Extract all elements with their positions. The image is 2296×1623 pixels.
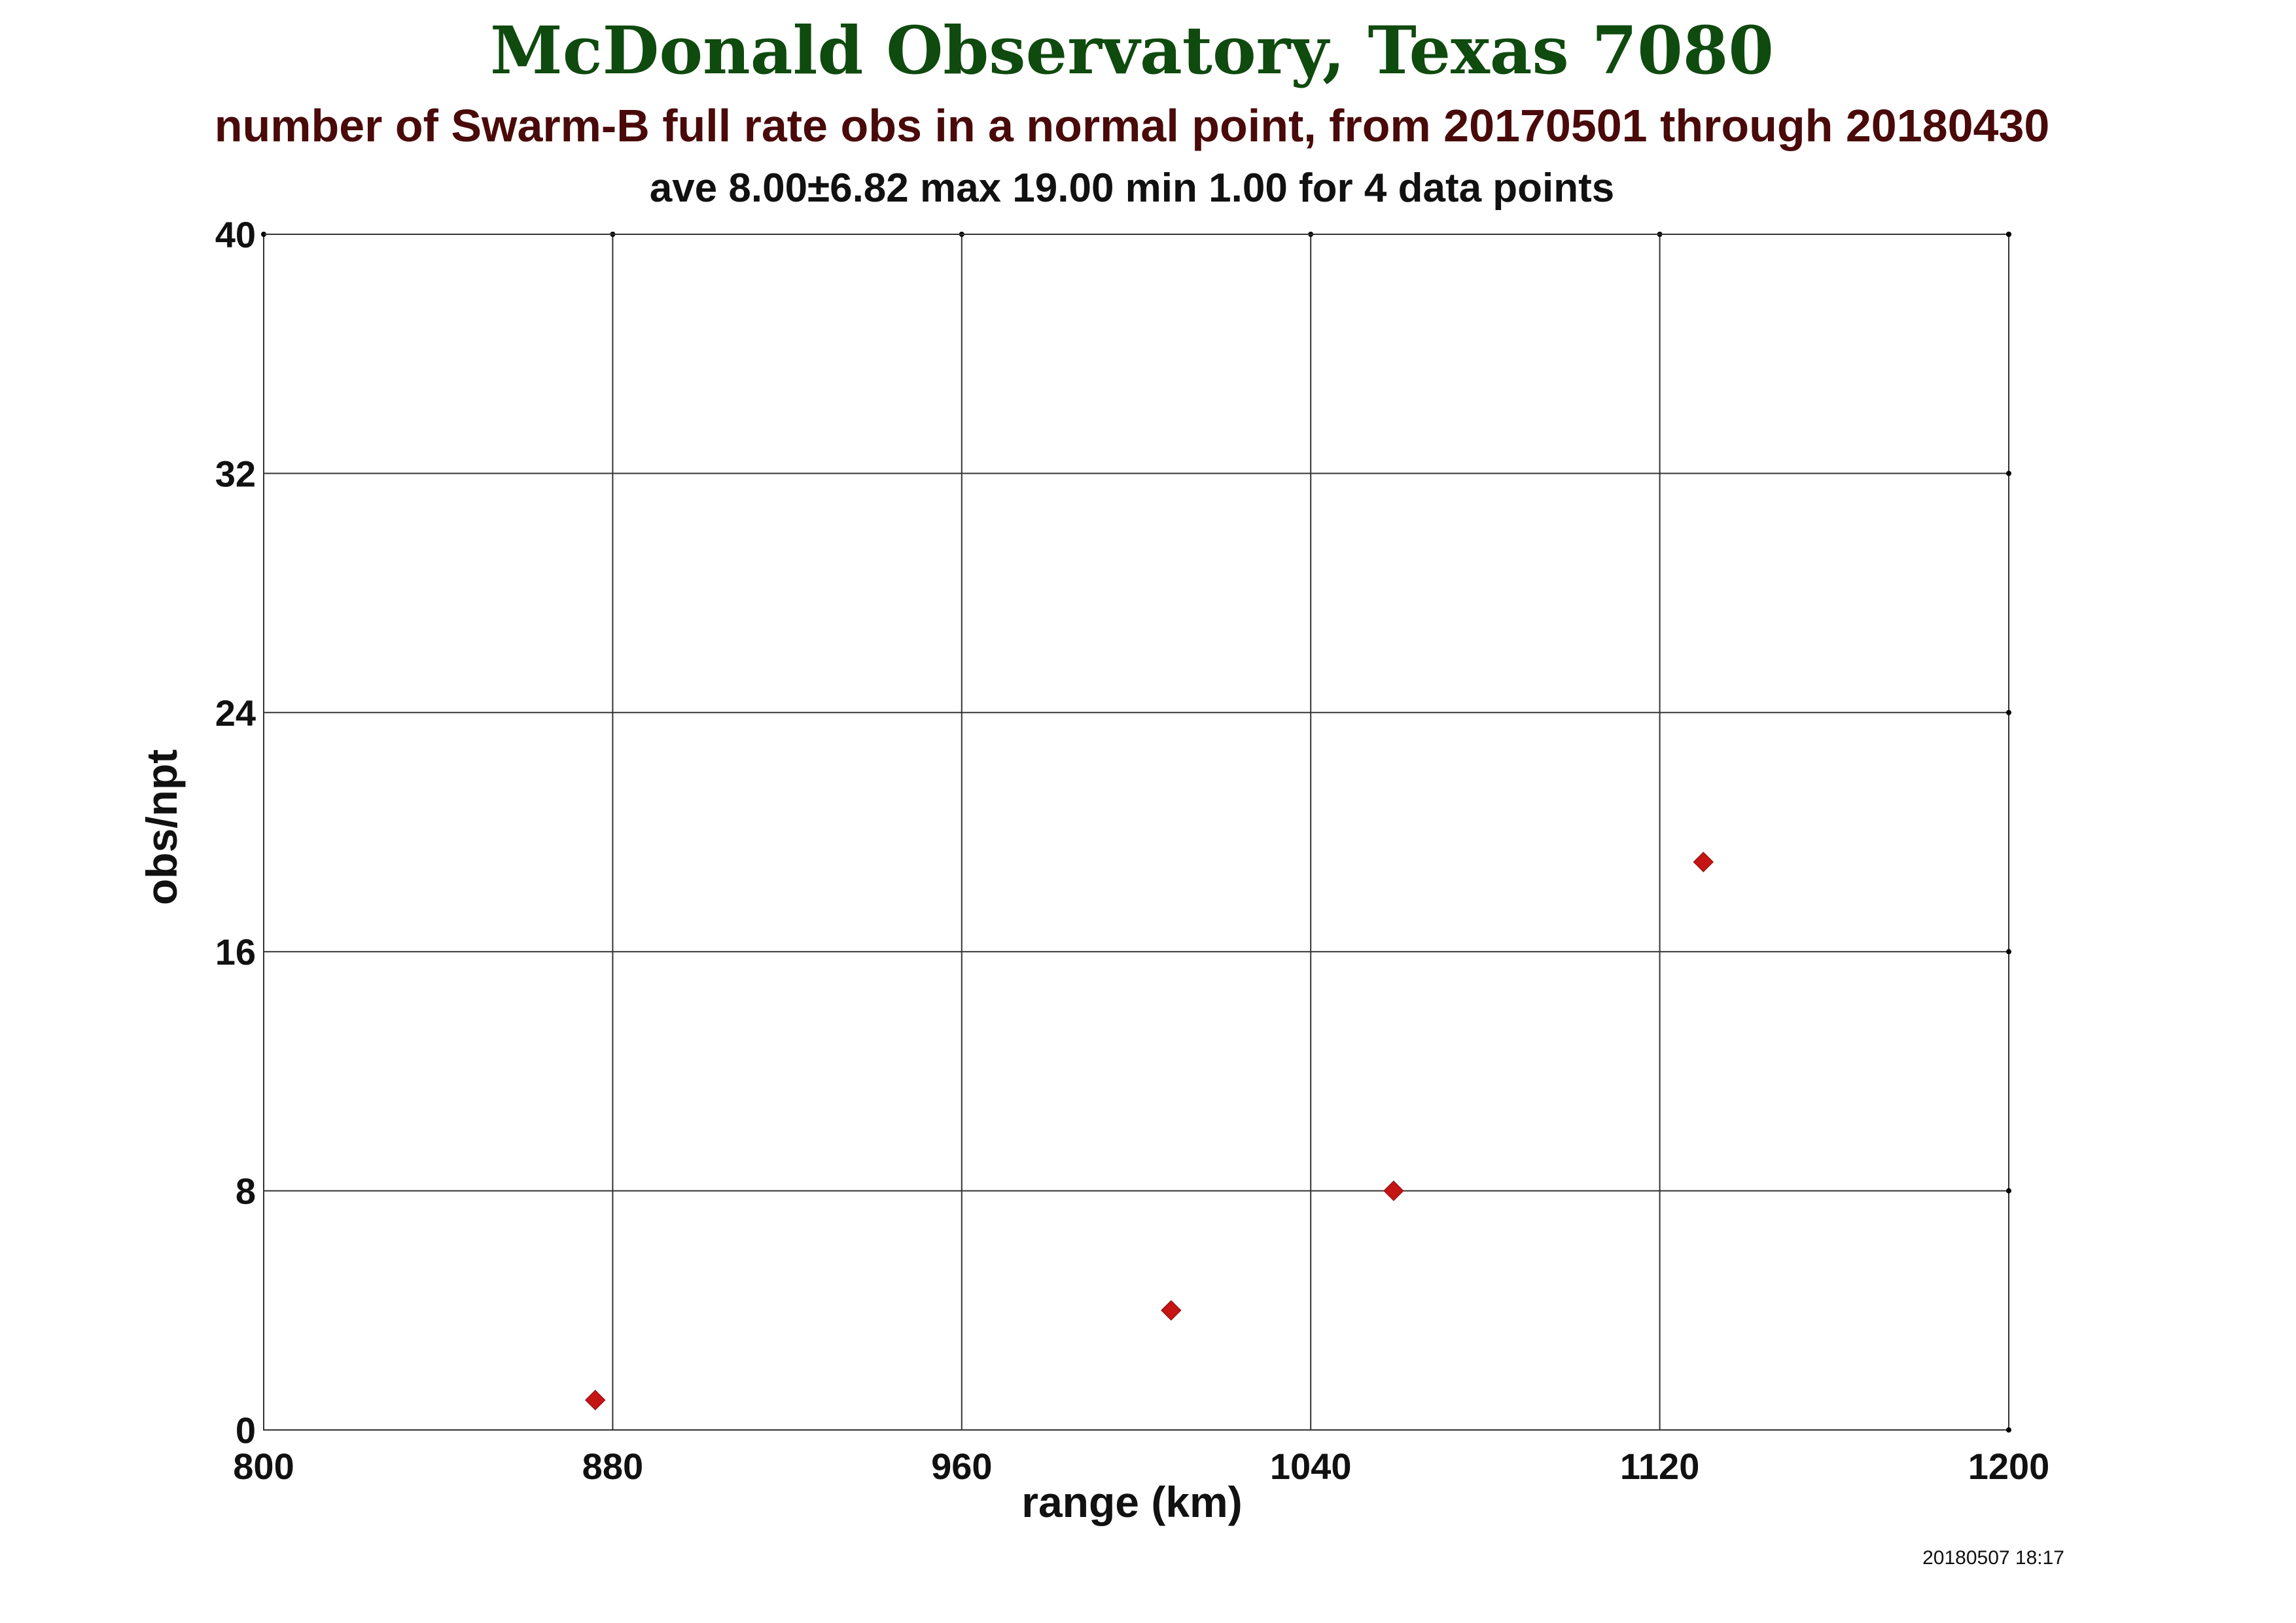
data-point-marker [585,1389,606,1411]
y-tick-label: 0 [236,1410,256,1451]
y-tick-mark [2006,471,2011,476]
chart-subtitle: number of Swarm-B full rate obs in a nor… [215,100,2050,151]
x-axis-label: range (km) [1021,1478,1242,1526]
x-tick-labels: 800 880 960 1040 1120 1200 [233,1446,2049,1487]
chart-stats: ave 8.00±6.82 max 19.00 min 1.00 for 4 d… [650,166,1615,211]
data-point-marker [1693,851,1714,872]
plot-frame [263,234,2009,1431]
data-point-marker [1383,1180,1404,1202]
x-tick-label: 800 [233,1446,294,1487]
x-tick-label: 1120 [1620,1446,1700,1487]
y-tick-mark [2006,949,2011,955]
y-tick-label: 8 [236,1171,256,1212]
timestamp: 20180507 18:17 [1922,1547,2064,1569]
data-point-marker [1161,1300,1182,1321]
chart-title: McDonald Observatory, Texas 7080 [490,12,1774,89]
x-tick-label: 1040 [1270,1446,1352,1487]
y-tick-mark [2006,709,2011,715]
y-tick-label: 16 [215,931,256,972]
y-tick-labels: 0 8 16 24 32 40 [215,214,256,1451]
y-tick-label: 32 [215,453,256,494]
data-points [585,851,1714,1411]
x-tick-label: 1200 [1968,1446,2050,1487]
y-tick-label: 40 [215,214,256,255]
grid-lines [261,232,2011,1433]
y-tick-label: 24 [215,692,256,734]
y-axis-label: obs/npt [137,749,186,905]
y-tick-mark [2006,1427,2011,1433]
y-tick-mark [2006,1188,2011,1194]
x-tick-label: 880 [582,1446,643,1487]
y-tick-mark [2006,232,2011,237]
x-tick-label: 960 [931,1446,992,1487]
